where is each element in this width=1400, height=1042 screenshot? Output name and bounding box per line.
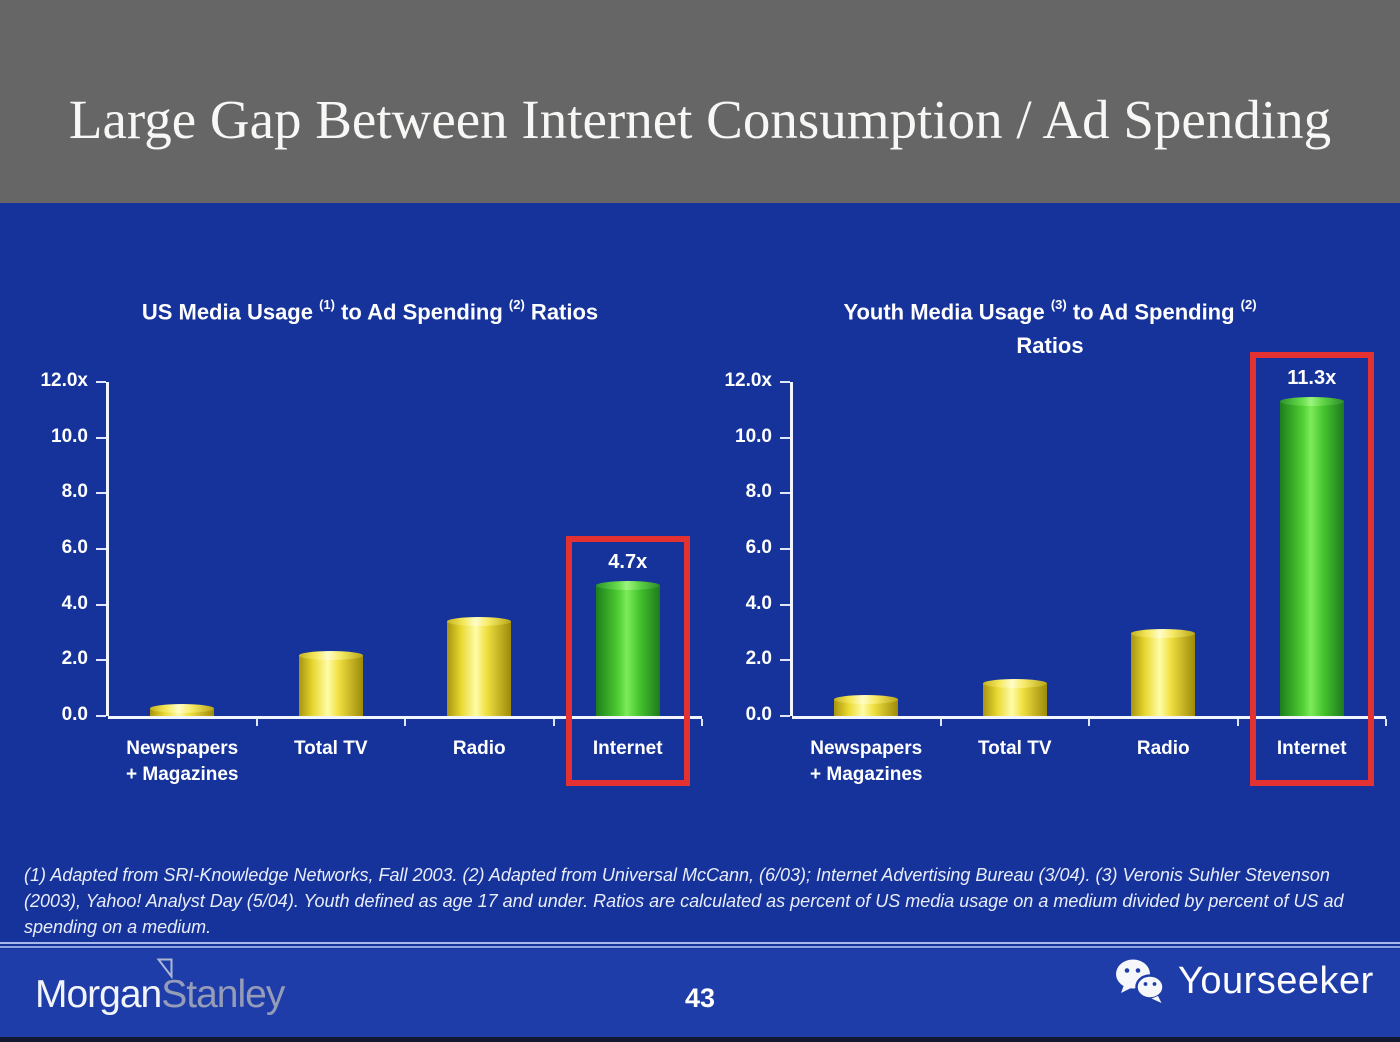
brand-part-1: Morgan: [35, 973, 162, 1016]
footer-separator: [0, 942, 1400, 949]
y-tick: [780, 436, 790, 439]
bar-radio: [1131, 628, 1196, 716]
highlight-box: [1249, 352, 1374, 786]
category-label: Newspapers + Magazines: [126, 738, 239, 785]
category-label: Newspapers + Magazines: [810, 738, 923, 785]
category-label: Internet: [1276, 738, 1347, 759]
morgan-stanley-triangle-icon: [156, 958, 173, 979]
x-tick: [1236, 719, 1239, 726]
y-tick-label: 8.0: [745, 481, 772, 503]
x-axis: [792, 716, 1386, 719]
y-tick-label: 10.0: [51, 425, 88, 447]
watermark-text: Yourseeker: [1178, 959, 1374, 1002]
y-tick: [780, 603, 790, 606]
y-tick: [96, 548, 106, 550]
y-tick-label: 6.0: [61, 537, 88, 558]
category-label: Total TV: [977, 738, 1052, 759]
x-tick: [404, 719, 406, 726]
x-tick: [701, 719, 703, 726]
page-number: 43: [684, 983, 716, 1013]
y-tick-label: 0.0: [745, 704, 772, 725]
bar-internet: [1279, 397, 1344, 716]
y-tick-label: 4.0: [61, 592, 88, 614]
us-chart-title: US Media Usage (1) to Ad Spending (2) Ra…: [141, 297, 599, 325]
y-tick-label: 8.0: [61, 481, 88, 503]
x-axis: [108, 716, 702, 719]
y-tick: [96, 603, 106, 606]
bar-internet: [595, 581, 660, 716]
bar-total-tv: [298, 650, 363, 716]
y-tick: [780, 492, 790, 495]
bar-total-tv: [982, 678, 1047, 716]
slide-header: Large Gap Between Internet Consumption /…: [0, 0, 1400, 203]
y-axis: [790, 382, 793, 716]
y-tick: [96, 381, 106, 383]
y-tick: [780, 715, 790, 717]
morgan-stanley-logo: MorganStanley: [35, 973, 285, 1017]
y-tick: [780, 548, 790, 550]
brand-part-2: Stanley: [161, 973, 285, 1016]
y-tick-label: 2.0: [61, 648, 88, 670]
category-label: Radio: [452, 738, 506, 759]
y-tick: [96, 659, 106, 662]
y-tick-label: 12.0x: [724, 370, 772, 391]
y-tick: [96, 492, 106, 495]
y-tick-label: 4.0: [745, 592, 772, 614]
bar-value-label: 11.3x: [1287, 367, 1337, 390]
footnote: (1) Adapted from SRI-Knowledge Networks,…: [24, 865, 1344, 937]
slide-footer: MorganStanley 43 Yourseeker: [0, 949, 1400, 1042]
y-tick-label: 2.0: [745, 648, 772, 670]
category-label: Radio: [1136, 738, 1190, 759]
x-tick: [552, 719, 555, 726]
category-label: Total TV: [293, 738, 368, 759]
y-tick-label: 10.0: [735, 425, 772, 447]
bottom-edge: [0, 1037, 1400, 1042]
y-tick: [96, 436, 106, 439]
y-tick: [780, 659, 790, 662]
y-tick-label: 0.0: [61, 704, 88, 725]
slide-title: Large Gap Between Internet Consumption /…: [68, 89, 1332, 150]
category-label: Internet: [592, 738, 663, 759]
highlight-box: [565, 536, 690, 786]
x-tick: [1385, 719, 1387, 726]
y-tick-label: 6.0: [745, 537, 772, 558]
x-tick: [1088, 719, 1090, 726]
x-tick: [939, 719, 942, 726]
bar-newspapers-magazines: [150, 703, 215, 716]
wechat-icon: [1116, 959, 1165, 1003]
bar-newspapers-magazines: [834, 695, 899, 716]
y-tick: [780, 381, 790, 383]
bar-value-label: 4.7x: [608, 551, 648, 574]
watermark: Yourseeker: [1114, 957, 1374, 1005]
youth-chart-title: Youth Media Usage (3) to Ad Spending (2)…: [843, 297, 1257, 359]
x-tick: [255, 719, 258, 726]
y-tick: [96, 715, 106, 717]
y-axis: [106, 382, 109, 716]
bar-radio: [447, 617, 512, 716]
y-tick-label: 12.0x: [40, 370, 88, 391]
